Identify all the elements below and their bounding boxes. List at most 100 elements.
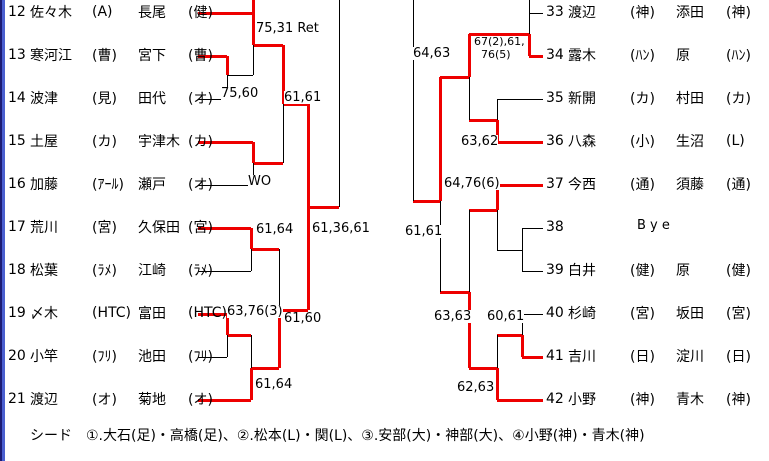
- entry-number: 12: [8, 4, 26, 20]
- match-score-label: 64,76(6): [444, 176, 500, 191]
- bracket-hline: [413, 200, 440, 203]
- bracket-hline: [469, 209, 497, 212]
- bracket-vline: [282, 45, 285, 104]
- player1-club: (ﾌﾘ): [92, 349, 117, 365]
- player2-club: (カ): [726, 91, 751, 107]
- bracket-hline: [469, 33, 529, 36]
- bracket-hline: [497, 399, 543, 402]
- match-score-label: B y e: [637, 218, 670, 233]
- entry-number: 14: [8, 90, 26, 106]
- bracket-hline: [198, 141, 253, 144]
- match-score-label: 75,60: [221, 86, 259, 101]
- bracket-hline: [253, 44, 283, 47]
- player2-club: (神): [726, 392, 751, 408]
- bracket-vline: [279, 249, 280, 310]
- player2-name: 江崎: [138, 263, 166, 279]
- bracket-vline: [522, 228, 523, 271]
- match-score-label: 61,61: [284, 90, 322, 105]
- player2-name: 青木: [676, 392, 704, 408]
- player2-name: 村田: [676, 91, 704, 107]
- player1-club: (オ): [92, 392, 117, 408]
- match-score-label: 63,62: [461, 134, 499, 149]
- bracket-hline: [198, 55, 227, 58]
- match-score-label: 61,64: [255, 377, 293, 392]
- player1-name: 杉崎: [568, 306, 596, 322]
- entry-number: 40: [546, 305, 564, 321]
- entry-number: 20: [8, 348, 26, 364]
- entry-number: 38: [546, 219, 564, 235]
- bracket-vline: [497, 335, 498, 368]
- bracket-vline: [496, 185, 499, 210]
- bracket-vline: [496, 120, 499, 142]
- bracket-hline: [227, 75, 253, 76]
- player2-club: (日): [726, 349, 751, 365]
- player1-club: (A): [92, 4, 113, 20]
- player1-name: 小野: [568, 392, 596, 408]
- bracket-vline: [339, 0, 340, 207]
- player1-club: (神): [630, 392, 655, 408]
- player2-club: (健): [188, 5, 213, 21]
- bracket-hline: [522, 356, 543, 359]
- player2-name: 久保田: [138, 220, 180, 236]
- bracket-entry-17: 17 荒川 (宮) 久保田 (宮): [8, 218, 228, 236]
- player2-club: (宮): [188, 220, 213, 236]
- player1-club: (見): [92, 91, 117, 107]
- entry-number: 16: [8, 176, 26, 192]
- bracket-entry-33: 33 渡辺 (神) 添田 (神): [546, 3, 766, 21]
- player2-club: (ﾗﾒ): [188, 263, 213, 279]
- player2-name: 田代: [138, 91, 166, 107]
- match-score-label: 76(5): [481, 48, 511, 61]
- bracket-vline: [250, 368, 253, 400]
- player2-name: 原: [676, 48, 690, 64]
- bracket-entry-35: 35 新開 (カ) 村田 (カ): [546, 89, 766, 107]
- bracket-entry-15: 15 土屋 (カ) 宇津木 (カ): [8, 132, 228, 150]
- bracket-entry-39: 39 白井 (健) 原 (健): [546, 261, 766, 279]
- player2-name: 宇津木: [138, 134, 180, 150]
- player2-name: 生沼: [676, 134, 704, 150]
- player1-name: 荒川: [30, 220, 58, 236]
- player2-club: (オ): [188, 91, 213, 107]
- match-score-label: WO: [248, 174, 272, 189]
- bracket-vline: [307, 104, 310, 310]
- player2-name: 菊地: [138, 392, 166, 408]
- player1-name: 〆木: [30, 306, 58, 322]
- player1-name: 渡辺: [30, 392, 58, 408]
- player1-club: (小): [630, 134, 655, 150]
- bracket-vline: [252, 0, 255, 45]
- bracket-vline: [226, 314, 229, 335]
- bracket-vline: [252, 142, 255, 163]
- player1-club: (宮): [92, 220, 117, 236]
- bracket-vline: [469, 210, 470, 292]
- bracket-vline: [226, 56, 229, 75]
- bracket-entry-12: 12 佐々木 (A) 長尾 (健): [8, 3, 228, 21]
- bracket-hline: [279, 309, 308, 312]
- bracket-hline: [253, 162, 283, 165]
- player1-club: (曹): [92, 48, 117, 64]
- bracket-hline: [497, 99, 543, 100]
- bracket-vline: [250, 228, 253, 249]
- player2-club: (神): [726, 5, 751, 21]
- player1-club: (ﾗﾒ): [92, 263, 117, 279]
- bracket-vline: [278, 310, 281, 368]
- player2-club: (健): [726, 263, 751, 279]
- match-score-label: 61,60: [284, 311, 322, 326]
- player1-name: 今西: [568, 177, 596, 193]
- entry-number: 19: [8, 305, 26, 321]
- bracket-vline: [468, 34, 471, 77]
- entry-number: 42: [546, 391, 564, 407]
- player1-club: (通): [630, 177, 655, 193]
- player1-name: 波津: [30, 91, 58, 107]
- bracket-entry-37: 37 今西 (通) 須藤 (通): [546, 175, 766, 193]
- player1-club: (日): [630, 349, 655, 365]
- bracket-hline: [308, 206, 339, 209]
- bracket-entry-36: 36 八森 (小) 生沼 (L): [546, 132, 766, 150]
- entry-number: 35: [546, 90, 564, 106]
- seed-note: シード ①.大石(足)・高橋(足)、②.松本(L)・関(L)、③.安部(大)・神…: [30, 428, 645, 444]
- player1-club: (HTC): [92, 305, 131, 321]
- player2-club: (カ): [188, 134, 213, 150]
- player1-name: 松葉: [30, 263, 58, 279]
- bracket-hline: [198, 271, 251, 272]
- entry-number: 13: [8, 47, 26, 63]
- entry-number: 34: [546, 47, 564, 63]
